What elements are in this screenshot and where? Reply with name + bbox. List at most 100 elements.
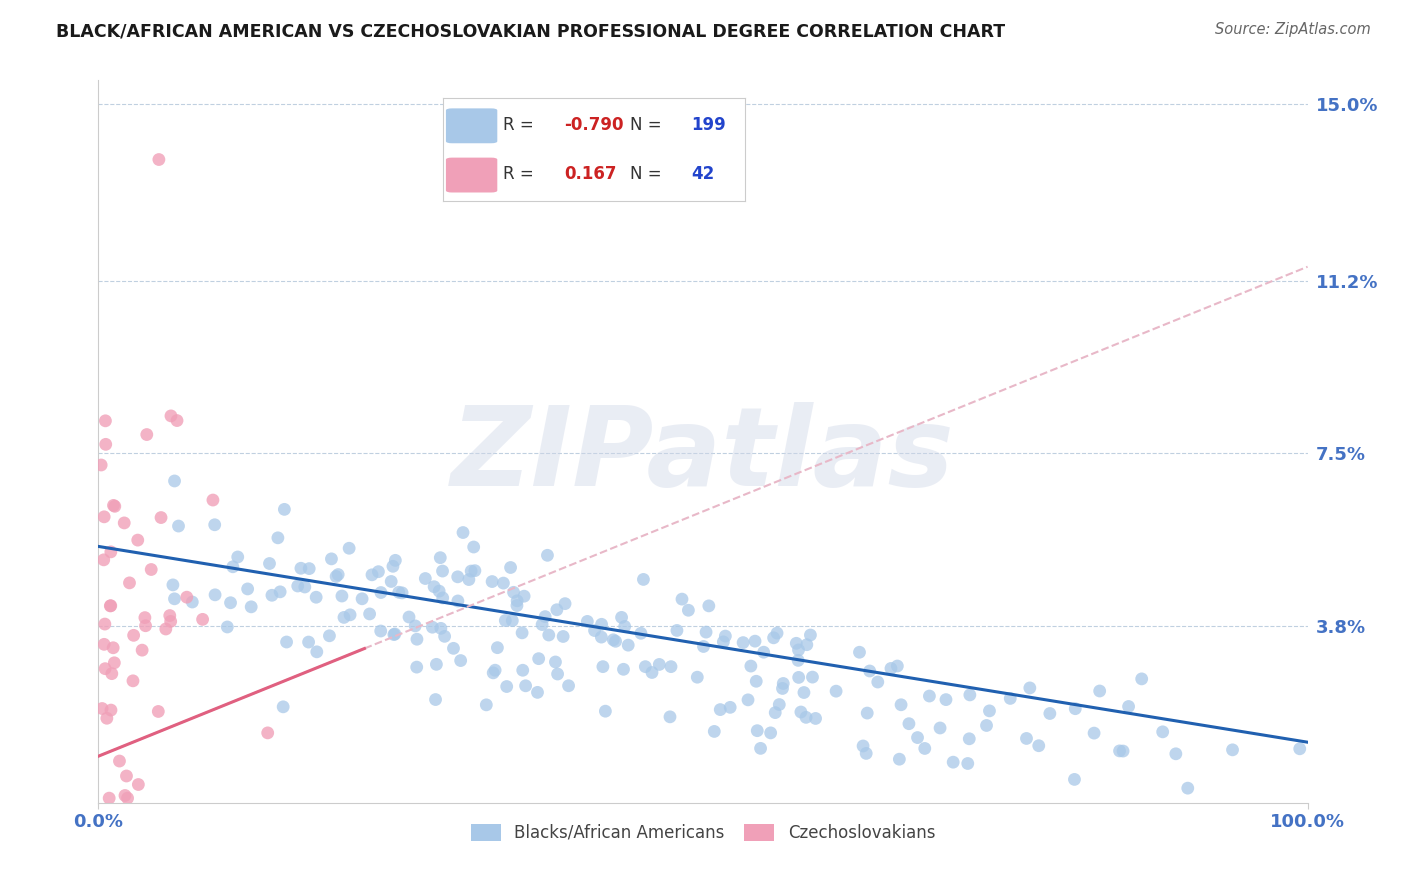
Point (159, 615, 181, 629)
Point (1112, 744, 1135, 758)
Point (531, 617, 554, 632)
Point (744, 634, 766, 648)
Point (733, 635, 755, 649)
Point (793, 685, 815, 699)
Point (959, 688, 981, 702)
Text: R =: R = (503, 164, 540, 183)
Point (98, 791, 121, 805)
Point (271, 699, 294, 714)
Point (576, 615, 599, 629)
Point (148, 705, 170, 719)
Point (276, 635, 298, 649)
Point (718, 700, 741, 714)
Point (692, 640, 714, 654)
Point (1063, 772, 1085, 787)
Text: BLACK/AFRICAN AMERICAN VS CZECHOSLOVAKIAN PROFESSIONAL DEGREE CORRELATION CHART: BLACK/AFRICAN AMERICAN VS CZECHOSLOVAKIA… (56, 22, 1005, 40)
Point (93, 553, 115, 567)
Text: R =: R = (503, 116, 540, 135)
Point (1177, 781, 1199, 796)
Point (554, 597, 576, 611)
Point (787, 653, 810, 667)
Point (1288, 741, 1310, 756)
Point (98, 599, 121, 613)
Point (398, 610, 420, 624)
Point (127, 778, 149, 792)
Point (463, 540, 485, 554)
Point (678, 603, 700, 617)
Point (423, 580, 446, 594)
Point (855, 747, 877, 761)
Point (370, 585, 392, 599)
Point (427, 584, 450, 599)
Point (305, 645, 328, 659)
Point (1118, 699, 1140, 714)
Point (506, 594, 529, 608)
Point (613, 619, 636, 633)
Point (93, 509, 115, 524)
Point (486, 640, 509, 655)
Point (592, 659, 614, 673)
Legend: Blacks/African Americans, Czechoslovakians: Blacks/African Americans, Czechoslovakia… (464, 817, 942, 848)
Point (150, 510, 173, 524)
Point (787, 670, 810, 684)
Point (222, 559, 245, 574)
Point (918, 689, 941, 703)
Point (318, 629, 340, 643)
Point (929, 721, 952, 735)
Point (406, 632, 429, 647)
Point (163, 474, 186, 488)
Point (135, 618, 157, 632)
Text: N =: N = (630, 116, 668, 135)
Point (494, 614, 516, 628)
Point (763, 706, 786, 720)
Point (536, 549, 558, 563)
Point (287, 579, 309, 593)
Point (634, 659, 657, 673)
Point (328, 567, 350, 582)
Point (333, 610, 356, 624)
Point (103, 499, 125, 513)
Point (794, 710, 817, 724)
Point (325, 569, 347, 583)
Point (1164, 747, 1187, 761)
Point (852, 739, 875, 753)
Point (537, 628, 560, 642)
Point (290, 561, 312, 575)
Text: 0.167: 0.167 (564, 164, 616, 183)
Point (749, 741, 772, 756)
Point (108, 754, 131, 768)
Point (526, 685, 548, 699)
Text: N =: N = (630, 164, 668, 183)
Point (790, 705, 813, 719)
Point (339, 607, 361, 622)
Point (475, 698, 498, 712)
Point (747, 723, 769, 738)
Point (957, 731, 980, 746)
Point (305, 591, 328, 605)
Point (848, 645, 870, 659)
Point (510, 625, 533, 640)
Point (450, 654, 472, 668)
Point (512, 663, 534, 677)
Point (160, 409, 183, 423)
Point (330, 589, 353, 603)
Text: Source: ZipAtlas.com: Source: ZipAtlas.com (1215, 22, 1371, 37)
Point (166, 413, 188, 427)
Point (298, 561, 321, 575)
Point (219, 596, 242, 610)
Point (425, 657, 447, 672)
Point (1015, 731, 1038, 746)
Point (443, 641, 465, 656)
Point (384, 627, 406, 641)
Point (131, 643, 153, 657)
Point (547, 667, 569, 681)
Point (432, 564, 454, 578)
Point (260, 588, 283, 602)
Point (856, 706, 879, 720)
Point (273, 502, 295, 516)
Point (880, 661, 903, 675)
FancyBboxPatch shape (446, 158, 498, 193)
Point (118, 575, 141, 590)
Point (159, 608, 181, 623)
Point (772, 681, 794, 696)
